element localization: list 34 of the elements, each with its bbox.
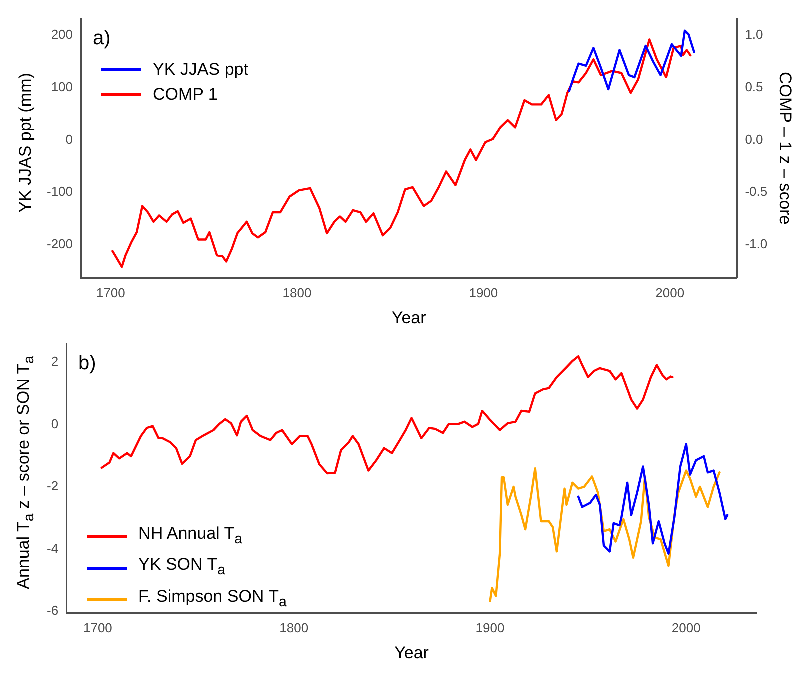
legend-label: YK JJAS ppt — [153, 58, 248, 81]
legend-label: YK SON T$_{a}$ — [138, 554, 226, 581]
x-tick-label: 1900 — [476, 620, 505, 636]
y-tick-label: 0 — [51, 416, 59, 432]
y2-tick-label: 0.5 — [745, 80, 764, 94]
y2-tick-label: -0.5 — [745, 184, 768, 200]
x-tick-label: 1700 — [83, 620, 112, 636]
y-tick-label: 2 — [51, 354, 59, 370]
annotation: b) — [78, 352, 96, 374]
y-tick-label: -6 — [46, 603, 59, 618]
y2-tick-label: 0.0 — [745, 132, 764, 147]
y2-tick-label: 1.0 — [745, 27, 764, 42]
y-tick-label: -4 — [46, 540, 59, 556]
y-axis-title: YK JJAS ppt (mm) — [16, 73, 36, 213]
y-tick-label: 100 — [51, 80, 74, 94]
y-tick-label: -2 — [46, 478, 59, 494]
y-tick-label: 0 — [66, 132, 74, 147]
legend-label: NH Annual T$_{a}$ — [138, 523, 242, 550]
y2-tick-label: -1.0 — [745, 236, 768, 252]
x-tick-label: 1800 — [280, 620, 309, 636]
legend-label: F. Simpson SON T$_{a}$ — [138, 586, 287, 612]
legend-label: COMP 1 — [153, 84, 218, 106]
y-tick-label: 200 — [51, 27, 74, 42]
x-tick-label: 1800 — [282, 285, 312, 300]
annotation: a) — [93, 27, 111, 50]
y2-axis-title: COMP – 1 z – score — [776, 72, 796, 225]
x-tick-label: 2000 — [656, 285, 685, 300]
y-tick-label: -100 — [46, 184, 74, 200]
x-tick-label: 1700 — [96, 285, 126, 300]
x-tick-label: 2000 — [672, 620, 701, 636]
x-axis-title: Year — [392, 308, 427, 328]
y-tick-label: -200 — [46, 236, 74, 252]
x-axis-title: Year — [394, 643, 430, 662]
x-tick-label: 1900 — [469, 285, 498, 300]
